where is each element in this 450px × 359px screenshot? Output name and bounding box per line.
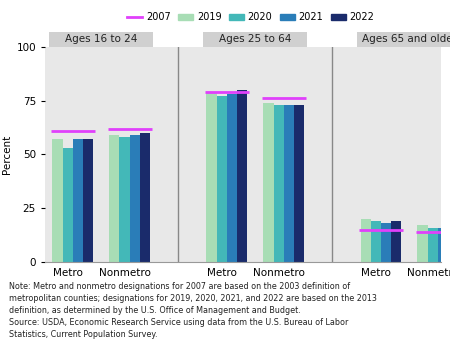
Bar xyxy=(371,221,381,262)
Bar xyxy=(381,223,391,262)
Bar xyxy=(120,137,130,262)
Text: Ages 25 to 64: Ages 25 to 64 xyxy=(219,34,292,44)
Bar xyxy=(418,225,428,262)
Bar xyxy=(130,135,140,262)
Bar xyxy=(274,105,284,262)
Text: Ages 16 to 24: Ages 16 to 24 xyxy=(65,34,137,44)
Bar xyxy=(207,92,216,262)
Text: U.S. labor force participation rates in metro and nonmetro areas by
age groups, : U.S. labor force participation rates in … xyxy=(5,12,444,35)
Text: Ages 65 and older: Ages 65 and older xyxy=(362,34,450,44)
Bar xyxy=(52,139,63,262)
Bar xyxy=(391,221,401,262)
Bar xyxy=(357,32,450,47)
Bar xyxy=(284,105,294,262)
Bar xyxy=(438,228,448,262)
Bar xyxy=(360,219,371,262)
Bar xyxy=(448,230,450,262)
Bar xyxy=(109,135,120,262)
Bar xyxy=(49,32,153,47)
Bar xyxy=(237,90,248,262)
Legend: 2007, 2019, 2020, 2021, 2022: 2007, 2019, 2020, 2021, 2022 xyxy=(123,9,378,26)
Bar xyxy=(428,228,438,262)
Bar xyxy=(140,133,150,262)
Text: Note: Metro and nonmetro designations for 2007 are based on the 2003 definition : Note: Metro and nonmetro designations fo… xyxy=(9,281,377,339)
Bar xyxy=(83,139,93,262)
Bar xyxy=(263,103,274,262)
Bar xyxy=(63,148,73,262)
Bar xyxy=(203,32,307,47)
Bar xyxy=(216,96,227,262)
Bar xyxy=(294,105,304,262)
Y-axis label: Percent: Percent xyxy=(2,135,12,174)
Bar xyxy=(73,139,83,262)
Bar xyxy=(227,94,237,262)
